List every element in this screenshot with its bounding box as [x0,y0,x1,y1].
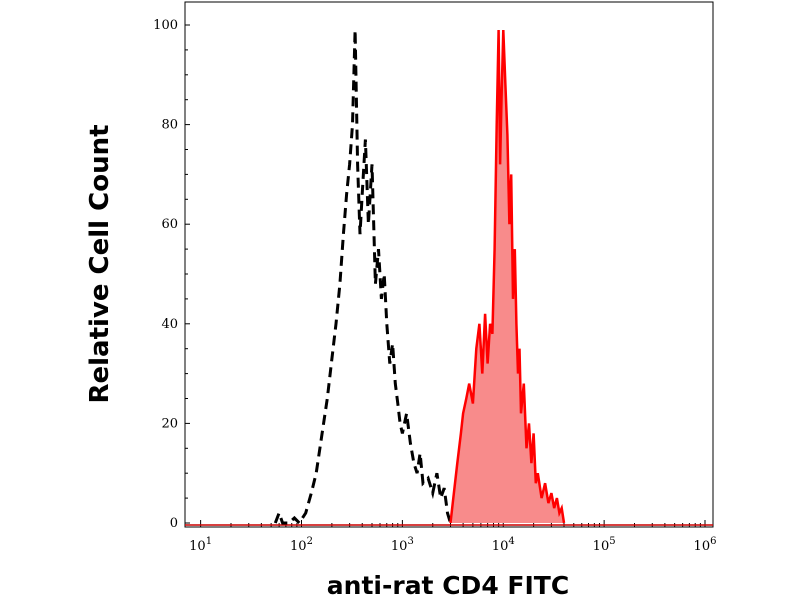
series-group [185,29,713,526]
x-tick-label: 103 [391,536,414,554]
stained-histogram-line [449,29,566,524]
y-axis-ticks: 0 20 40 60 80 100 [153,18,190,531]
plot-area [184,1,714,528]
y-tick-label: 0 [170,516,178,531]
y-tick-label: 20 [161,416,178,431]
x-tick-label: 106 [694,536,717,554]
y-tick-label: 60 [161,217,178,232]
control-histogram-line [273,29,452,526]
x-tick-label: 102 [290,536,313,554]
x-tick-label: 101 [189,536,212,554]
y-axis-label: Relative Cell Count [85,124,115,403]
stained-histogram-area [450,30,564,523]
x-axis-label: anti-rat CD4 FITC [327,571,569,600]
x-tick-label: 105 [593,536,616,554]
y-tick-label: 40 [161,317,178,332]
y-tick-label: 100 [153,18,178,33]
x-tick-label: 104 [492,536,515,554]
y-tick-label: 80 [161,118,178,133]
